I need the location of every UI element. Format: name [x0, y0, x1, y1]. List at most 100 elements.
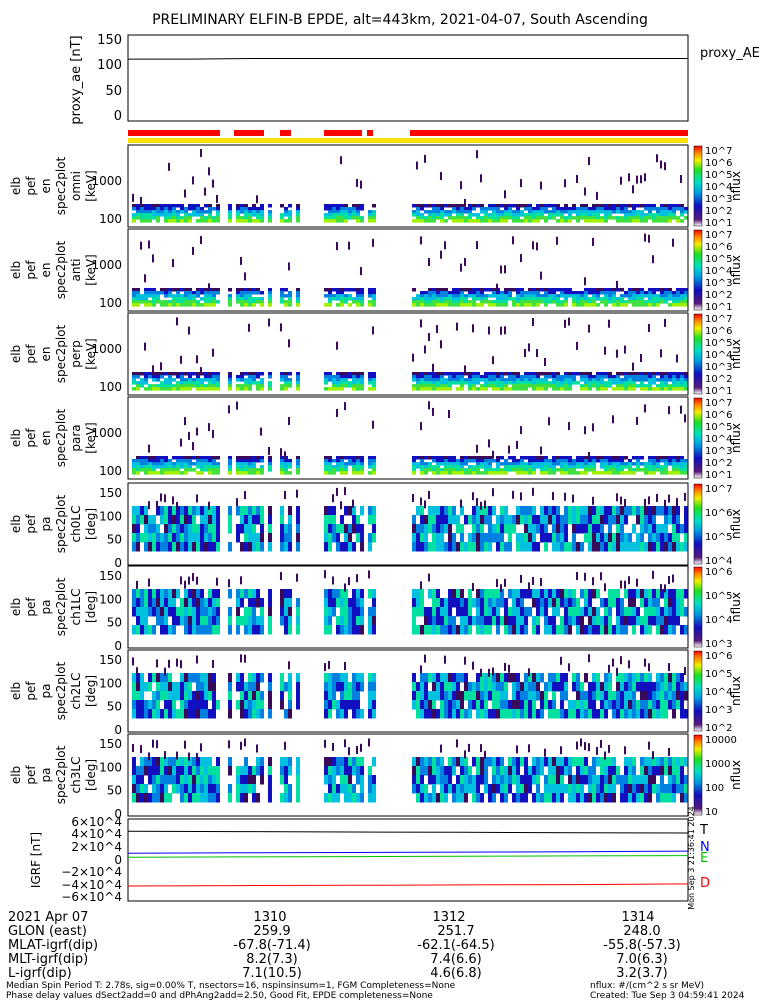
spectrogram-cell: [356, 378, 360, 382]
spectrogram-cell: [680, 465, 684, 469]
spectrogram-cell: [684, 381, 688, 385]
spectrogram-cell: [420, 598, 424, 608]
igrf-ytick: 0: [114, 853, 122, 867]
spectrogram-cell: [228, 207, 232, 211]
spectrogram-cell: [548, 775, 552, 785]
spectrogram-speck: [560, 746, 562, 755]
spectrogram-cell: [420, 766, 424, 776]
spectrogram-cell: [644, 524, 648, 534]
colorbar-tick: 10^6: [705, 410, 732, 421]
spectrogram-cell: [672, 465, 676, 469]
spectrogram-cell: [336, 465, 340, 469]
spectrogram-cell: [608, 300, 612, 304]
spectrogram-cell: [532, 384, 536, 388]
spectrogram-cell: [616, 766, 620, 776]
spectrogram-cell: [556, 766, 560, 776]
spectrogram-cell: [188, 288, 192, 292]
spectrogram-cell: [356, 598, 360, 608]
spectrogram-cell: [424, 673, 428, 683]
spectrogram-cell: [592, 468, 596, 472]
spectrogram-cell: [168, 303, 172, 307]
spectrogram-cell: [596, 384, 600, 388]
spectrogram-cell: [592, 381, 596, 385]
spectrogram-cell: [240, 598, 244, 608]
spectrogram-cell: [336, 462, 340, 466]
spectrogram-cell: [620, 462, 624, 466]
spectrogram-cell: [328, 207, 332, 211]
spectrogram-cell: [504, 616, 508, 626]
spectrogram-cell: [536, 793, 540, 803]
spectrogram-speck: [336, 341, 338, 350]
spectrogram-cell: [336, 456, 340, 460]
spectrogram-cell: [188, 506, 192, 516]
spectrogram-cell: [592, 784, 596, 794]
spectrogram-cell: [568, 709, 572, 719]
spectrogram-ylabel: pa: [39, 517, 53, 532]
spectrogram-cell: [152, 303, 156, 307]
spectrogram-speck: [668, 406, 670, 415]
spectrogram-cell: [240, 372, 244, 376]
spectrogram-cell: [652, 784, 656, 794]
spectrogram-cell: [564, 471, 568, 475]
spectrogram-cell: [484, 219, 488, 223]
spectrogram-cell: [440, 216, 444, 220]
spectrogram-cell: [216, 775, 220, 785]
spectrogram-speck: [660, 349, 662, 358]
spectrogram-cell: [288, 616, 292, 626]
spectrogram-speck: [492, 356, 494, 365]
spectrogram-cell: [624, 691, 628, 701]
spectrogram-cell: [236, 207, 240, 211]
spectrogram-cell: [648, 216, 652, 220]
spectrogram-cell: [248, 294, 252, 298]
spectrogram-cell: [580, 465, 584, 469]
spectrogram-cell: [668, 303, 672, 307]
spectrogram-cell: [444, 381, 448, 385]
spectrogram-cell: [484, 459, 488, 463]
spectrogram-cell: [180, 456, 184, 460]
footer-row3-c1: 8.2(7.3): [246, 952, 298, 967]
spectrogram-cell: [452, 381, 456, 385]
spectrogram-cell: [672, 775, 676, 785]
spectrogram-cell: [236, 598, 240, 608]
spectrogram-speck: [516, 745, 518, 754]
spectrogram-cell: [164, 607, 168, 617]
spectrogram-cell: [528, 303, 532, 307]
spectrogram-cell: [468, 300, 472, 304]
spectrogram-cell: [180, 607, 184, 617]
spectrogram-cell: [288, 784, 292, 794]
spectrogram-cell: [484, 506, 488, 516]
spectrogram-speck: [324, 739, 326, 748]
spectrogram-cell: [284, 625, 288, 635]
spectrogram-cell: [536, 291, 540, 295]
spectrogram-ylabel: en: [39, 179, 53, 194]
spectrogram-cell: [496, 598, 500, 608]
spectrogram-cell: [332, 598, 336, 608]
spectrogram-cell: [136, 204, 140, 208]
spectrogram-cell: [180, 378, 184, 382]
spectrogram-cell: [236, 291, 240, 295]
spectrogram-cell: [632, 213, 636, 217]
spectrogram-cell: [160, 468, 164, 472]
spectrogram-cell: [240, 207, 244, 211]
spectrogram-cell: [648, 372, 652, 376]
spectrogram-cell: [532, 462, 536, 466]
spectrogram-cell: [260, 297, 264, 301]
spectrogram-cell: [228, 625, 232, 635]
spectrogram-cell: [340, 524, 344, 534]
spectrogram-cell: [368, 456, 372, 460]
spectrogram-speck: [636, 175, 638, 184]
spectrogram-cell: [336, 589, 340, 599]
spectrogram-cell: [652, 533, 656, 543]
spectrogram-cell: [644, 471, 648, 475]
spectrogram-cell: [424, 766, 428, 776]
spectrogram-cell: [136, 682, 140, 692]
spectrogram-cell: [596, 207, 600, 211]
spectrogram-cell: [532, 766, 536, 776]
spectrogram-cell: [160, 625, 164, 635]
spectrogram-cell: [440, 375, 444, 379]
spectrogram-cell: [548, 375, 552, 379]
spectrogram-cell: [252, 381, 256, 385]
spectrogram-speck: [160, 362, 162, 371]
spectrogram-cell: [672, 381, 676, 385]
spectrogram-cell: [480, 625, 484, 635]
